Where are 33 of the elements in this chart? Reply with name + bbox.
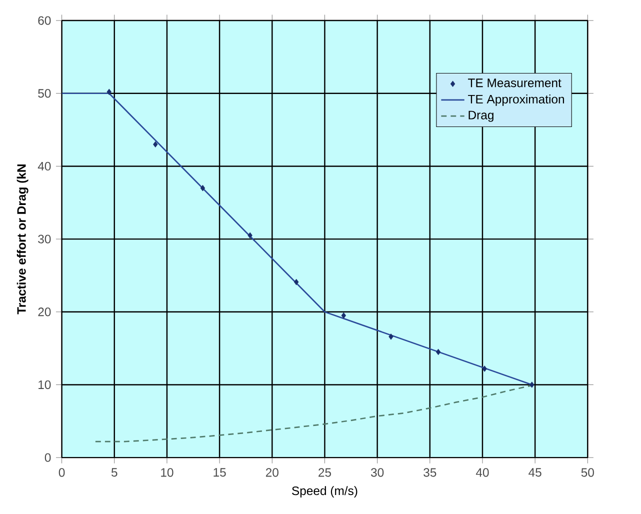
x-tick-label: 20 [266, 468, 278, 478]
y-tick-label: 50 [38, 89, 51, 98]
x-tick-label: 10 [161, 468, 174, 478]
point [530, 382, 534, 388]
x-tick-label: 50 [581, 468, 594, 478]
point [436, 349, 441, 356]
point [200, 185, 206, 192]
point [106, 89, 112, 96]
y-axis-title: Tractive effort or Drag (kN [16, 164, 28, 314]
x-axis-title: Speed (m/s) [292, 486, 358, 498]
legend-label: TE Measurement [468, 78, 562, 88]
x-tick-label: 30 [370, 468, 384, 478]
x-tick-label: 40 [476, 468, 489, 478]
y-tick-label: 60 [38, 16, 51, 26]
x-tick-label: 15 [214, 468, 226, 477]
x-tick-label: 45 [528, 468, 542, 477]
point [153, 142, 158, 148]
legend-label: Drag [468, 111, 494, 122]
x-tick-label: 0 [58, 468, 65, 478]
point [482, 366, 487, 372]
x-tick-label: 25 [318, 468, 331, 478]
y-tick-label: 10 [38, 380, 51, 390]
point [341, 312, 346, 319]
legend-label: TE Approximation [468, 94, 564, 106]
point [388, 334, 394, 340]
y-tick-label: 0 [44, 453, 51, 462]
x-tick-label: 5 [111, 468, 118, 477]
x-tick-label: 35 [424, 468, 436, 478]
y-tick-label: 40 [38, 162, 51, 171]
point [248, 232, 252, 239]
y-tick-label: 30 [38, 234, 51, 244]
y-tick-label: 20 [38, 308, 51, 316]
point [294, 279, 299, 286]
